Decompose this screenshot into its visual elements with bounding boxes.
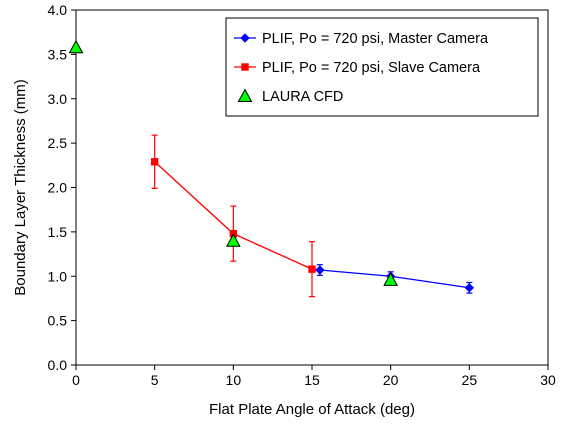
- x-tick-label: 30: [540, 372, 556, 388]
- x-tick-label: 10: [226, 372, 242, 388]
- y-tick-label: 0.5: [48, 313, 68, 329]
- x-tick-label: 20: [383, 372, 399, 388]
- data-point: [383, 272, 399, 286]
- y-tick-label: 3.5: [48, 46, 68, 62]
- y-tick-label: 1.5: [48, 224, 68, 240]
- data-point: [225, 233, 241, 247]
- y-tick-label: 4.0: [48, 2, 68, 18]
- legend-marker: [241, 63, 249, 71]
- x-axis-title: Flat Plate Angle of Attack (deg): [209, 401, 415, 418]
- x-tick-label: 25: [462, 372, 478, 388]
- legend-marker: [237, 88, 253, 103]
- y-tick-label: 2.0: [48, 180, 68, 196]
- legend-marker: [240, 33, 250, 43]
- legend-box: [225, 17, 539, 117]
- data-point: [464, 283, 475, 293]
- data-point: [308, 265, 316, 273]
- y-tick-label: 1.0: [48, 268, 68, 284]
- legend-label: LAURA CFD: [262, 89, 343, 105]
- data-point: [150, 158, 159, 166]
- y-axis-title: Boundary Layer Thickness (mm): [12, 79, 29, 295]
- y-tick-label: 0.0: [48, 357, 68, 373]
- series-1: [150, 134, 316, 298]
- data-point: [315, 265, 325, 275]
- legend-item: PLIF, Po = 720 psi, Slave Camera: [234, 60, 481, 76]
- series-2: [68, 39, 399, 286]
- legend-label: PLIF, Po = 720 psi, Master Camera: [262, 31, 489, 47]
- data-point: [68, 39, 84, 54]
- y-tick-label: 3.0: [48, 91, 68, 107]
- x-tick-label: 15: [304, 372, 320, 388]
- x-tick-label: 0: [72, 372, 80, 388]
- legend-item: LAURA CFD: [237, 88, 343, 105]
- legend-item: PLIF, Po = 720 psi, Master Camera: [234, 31, 489, 47]
- legend-label: PLIF, Po = 720 psi, Slave Camera: [262, 60, 481, 76]
- y-tick-label: 2.5: [48, 135, 68, 151]
- x-tick-label: 5: [151, 372, 159, 388]
- series-0: [315, 264, 475, 294]
